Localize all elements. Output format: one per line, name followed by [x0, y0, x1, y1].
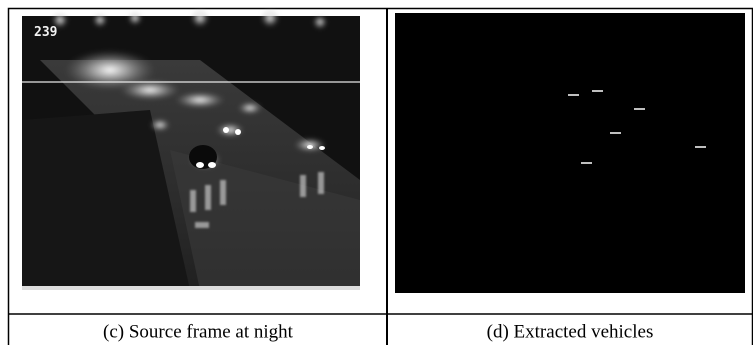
frame-number: 239 [34, 25, 57, 40]
figure: 239 (c) Source frame at night (d) Extrac… [0, 0, 753, 345]
page: 239 (c) Source frame at night (d) Extrac… [0, 0, 753, 345]
night-frame-image: 239 [22, 9, 360, 290]
extracted-vehicles-image [395, 13, 745, 293]
caption: (c) Source frame at night [103, 321, 294, 342]
caption: (d) Extracted vehicles [487, 321, 654, 342]
